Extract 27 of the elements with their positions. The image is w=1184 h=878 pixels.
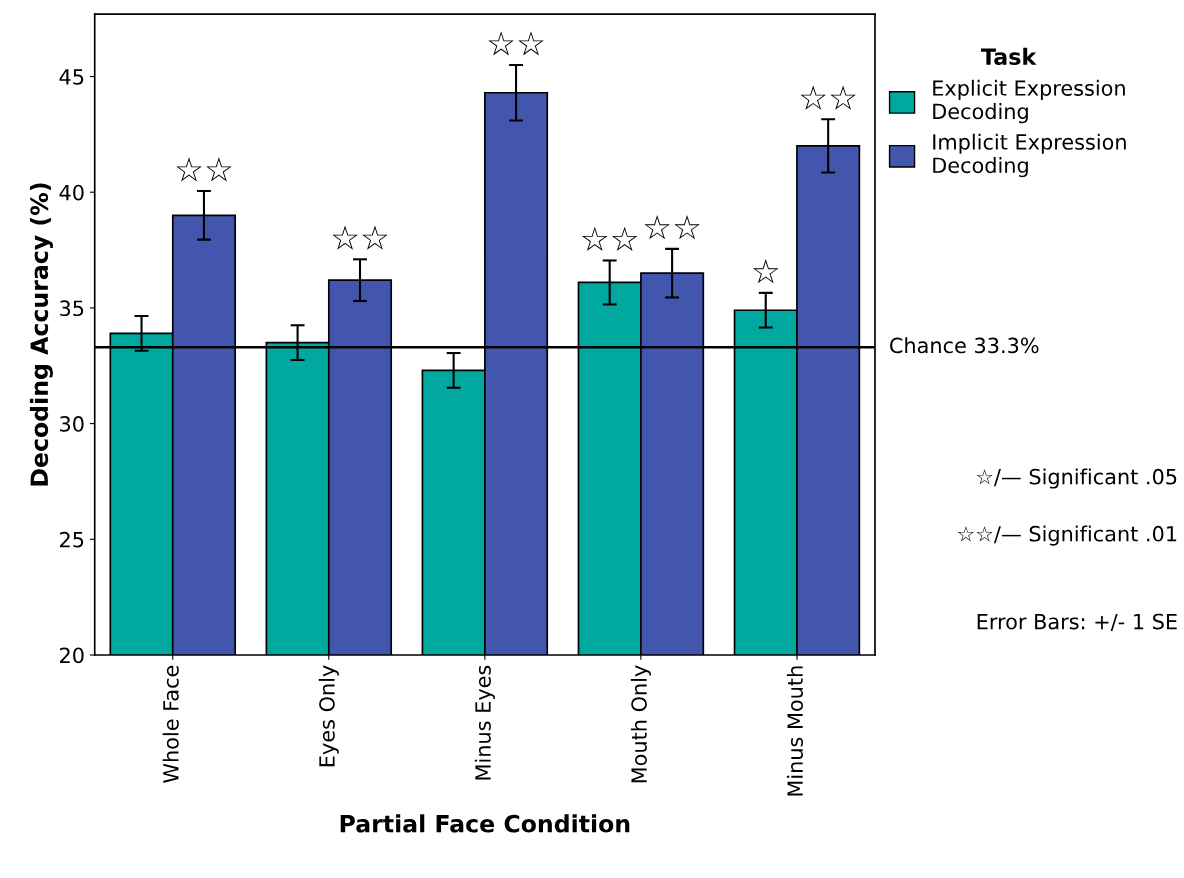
data-label: ☆☆ <box>581 226 638 251</box>
y-tick-label: 35 <box>60 300 84 317</box>
x-tick-label: Whole Face <box>162 665 179 783</box>
legend-label: Implicit Expression Decoding <box>933 133 1126 178</box>
data-label: ☆☆ <box>800 85 856 110</box>
y-tick-label: 45 <box>59 69 84 85</box>
legend-label: Explicit Expression Decoding <box>933 79 1125 124</box>
ref-line-label: Chance 33.3% <box>890 337 1039 354</box>
legend-title: Task <box>981 47 1037 66</box>
x-tick-label: Eyes Only <box>318 665 339 767</box>
x-tick-label: Mouth Only <box>630 665 651 783</box>
x-tick-label: Minus Mouth <box>786 666 803 796</box>
y-tick-label: 40 <box>59 184 84 201</box>
text: Error Bars: +/- 1 SE <box>977 613 1177 632</box>
data-label: ☆☆ <box>332 225 388 250</box>
y-tick-label: 20 <box>60 647 84 664</box>
data-label: ☆☆ <box>644 215 700 240</box>
text: ☆/— Significant .05 <box>976 468 1177 489</box>
y-axis-title: Decoding Accuracy (%) <box>29 183 53 486</box>
data-label: ☆☆ <box>176 157 232 182</box>
data-label: ☆ <box>752 259 779 284</box>
x-axis-title: Partial Face Condition <box>340 814 630 833</box>
x-tick-label: Minus Eyes <box>474 665 495 780</box>
data-label: ☆☆ <box>488 31 544 56</box>
y-tick-label: 30 <box>60 416 84 432</box>
y-tick-label: 25 <box>60 531 84 548</box>
text: ☆☆/— Significant .01 <box>957 525 1177 546</box>
